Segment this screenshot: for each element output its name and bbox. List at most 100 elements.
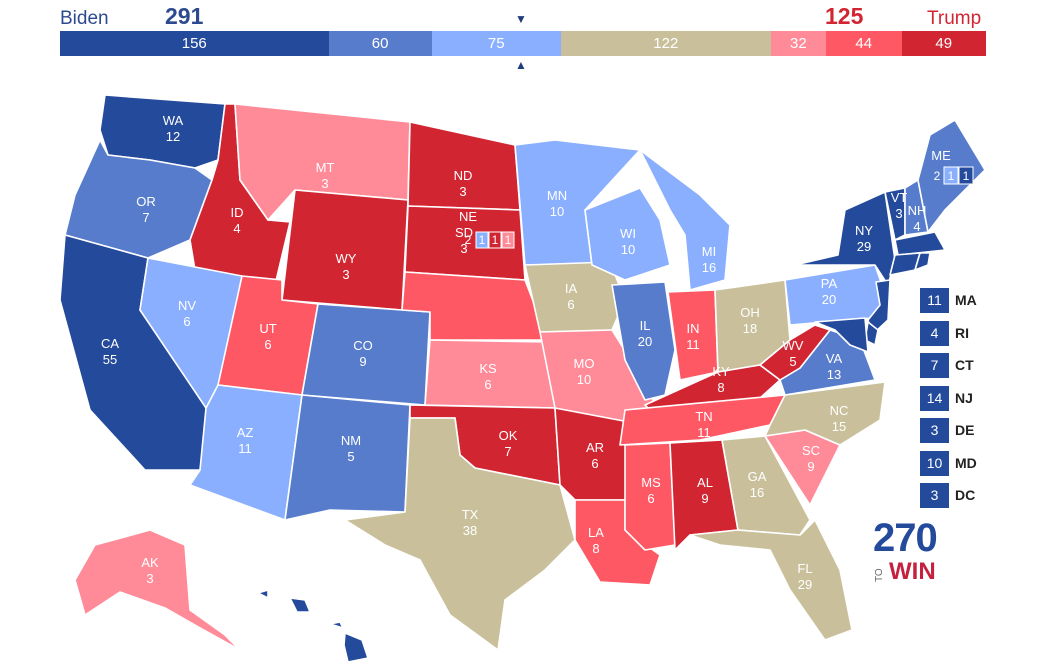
left-candidate-name: Biden (60, 8, 109, 29)
state-ev-pa: 20 (822, 292, 836, 307)
state-label-nv: NV (178, 298, 196, 313)
state-ev-nm: 5 (347, 449, 354, 464)
state-label-ny: NY (855, 223, 873, 238)
ne-split-votes: 2 1 1 1 (465, 231, 515, 249)
ne-state-ev-box[interactable]: 3 (920, 483, 949, 508)
state-ev-id: 4 (233, 221, 240, 236)
state-label-tn: TN (695, 409, 712, 424)
state-hi[interactable] (257, 589, 369, 663)
state-label-wa: WA (163, 113, 184, 128)
ne-split-cd3: 1 (505, 233, 512, 247)
state-label-ut: UT (259, 321, 276, 336)
state-label-ky: KY (712, 364, 730, 379)
state-label-ne: NE (459, 209, 477, 224)
ne-state-abbr: DE (955, 422, 975, 438)
ne-state-abbr: RI (955, 324, 969, 341)
state-ev-ut: 6 (264, 337, 271, 352)
bar-segment: 44 (825, 31, 902, 56)
state-label-ar: AR (586, 440, 604, 455)
state-label-al: AL (697, 475, 713, 490)
state-label-ca: CA (101, 336, 119, 351)
state-label-in: IN (687, 321, 700, 336)
state-label-nh: NH (908, 203, 927, 218)
ne-state-ev-box[interactable]: 3 (920, 418, 949, 443)
bar-segment: 156 (60, 31, 329, 56)
state-mi[interactable] (639, 149, 731, 291)
state-ev-ok: 7 (504, 444, 511, 459)
state-nc[interactable] (764, 381, 886, 446)
state-ak[interactable] (74, 529, 241, 651)
state-label-wy: WY (336, 251, 357, 266)
ne-state-ev-box[interactable]: 14 (920, 385, 949, 411)
state-label-oh: OH (740, 305, 760, 320)
state-label-nm: NM (341, 433, 361, 448)
state-ev-al: 9 (701, 491, 708, 506)
state-ev-nd: 3 (459, 184, 466, 199)
us-electoral-map: WA12OR7CA55ID4NV6MT3WY3UT6AZ11CO9NM5ND3S… (59, 94, 986, 663)
270towin-logo: 270 TO WIN (873, 516, 953, 586)
ne-state-abbr: CT (955, 357, 974, 373)
state-ev-co: 9 (359, 354, 366, 369)
state-tn[interactable] (619, 394, 786, 446)
bar-segment: 60 (328, 31, 432, 56)
state-label-or: OR (136, 194, 156, 209)
bar-segment: 75 (431, 31, 561, 56)
state-label-mn: MN (547, 188, 567, 203)
state-fl[interactable] (689, 519, 853, 641)
state-ny[interactable] (794, 191, 896, 286)
state-ev-tn: 11 (697, 425, 711, 440)
state-label-il: IL (640, 318, 651, 333)
state-ev-az: 11 (238, 441, 252, 456)
right-candidate-name: Trump (927, 8, 982, 29)
state-ev-ky: 8 (717, 380, 724, 395)
ne-state-ev-box[interactable]: 11 (920, 288, 949, 313)
state-ev-sd: 3 (460, 241, 467, 256)
state-label-ok: OK (499, 428, 518, 443)
state-ev-ks: 6 (484, 377, 491, 392)
bar-segment: 32 (770, 31, 826, 56)
state-ev-wa: 12 (166, 129, 180, 144)
state-label-mo: MO (574, 356, 595, 371)
state-wv[interactable] (759, 324, 831, 381)
state-label-me: ME (931, 148, 951, 163)
logo-win: WIN (889, 558, 936, 585)
me-split-statewide: 2 (934, 169, 941, 183)
ne-split-statewide: 2 (465, 233, 472, 247)
state-ms[interactable] (624, 442, 676, 551)
state-md[interactable] (814, 317, 869, 353)
state-ev-vt: 3 (895, 206, 902, 221)
state-label-nc: NC (830, 403, 849, 418)
state-label-co: CO (353, 338, 373, 353)
state-ev-nv: 6 (183, 314, 190, 329)
state-ev-fl: 29 (798, 577, 812, 592)
state-ev-wi: 10 (621, 242, 635, 257)
state-ga[interactable] (721, 435, 811, 536)
state-ev-nc: 15 (832, 419, 846, 434)
me-split-votes: 2 1 1 (934, 166, 974, 185)
left-candidate-total: 291 (165, 3, 204, 29)
ne-state-ev-box[interactable]: 10 (920, 450, 949, 476)
ne-split-cd2: 1 (492, 233, 499, 247)
state-tx[interactable] (344, 417, 576, 651)
state-wi[interactable] (584, 187, 671, 281)
state-label-ms: MS (641, 475, 661, 490)
state-label-az: AZ (237, 425, 254, 440)
state-ma[interactable] (894, 231, 946, 256)
state-ev-il: 20 (638, 334, 652, 349)
logo-to: TO (874, 568, 885, 582)
state-ev-mt: 3 (321, 176, 328, 191)
state-nm[interactable] (284, 394, 411, 521)
state-wy[interactable] (281, 189, 409, 311)
state-label-id: ID (231, 205, 244, 220)
state-ev-ny: 29 (857, 239, 871, 254)
ne-state-ev-box[interactable]: 7 (920, 353, 949, 378)
state-il[interactable] (611, 281, 676, 401)
ne-state-ev-box[interactable]: 4 (920, 320, 949, 346)
me-split-cd2: 1 (963, 169, 970, 183)
majority-marker-top-icon: ▼ (515, 12, 527, 26)
state-ct[interactable] (889, 252, 921, 276)
state-label-sc: SC (802, 443, 820, 458)
ne-state-abbr: NJ (955, 389, 973, 406)
state-ri[interactable] (914, 252, 931, 271)
electoral-vote-bar: 156 60 75 122 32 44 49 (60, 31, 986, 56)
